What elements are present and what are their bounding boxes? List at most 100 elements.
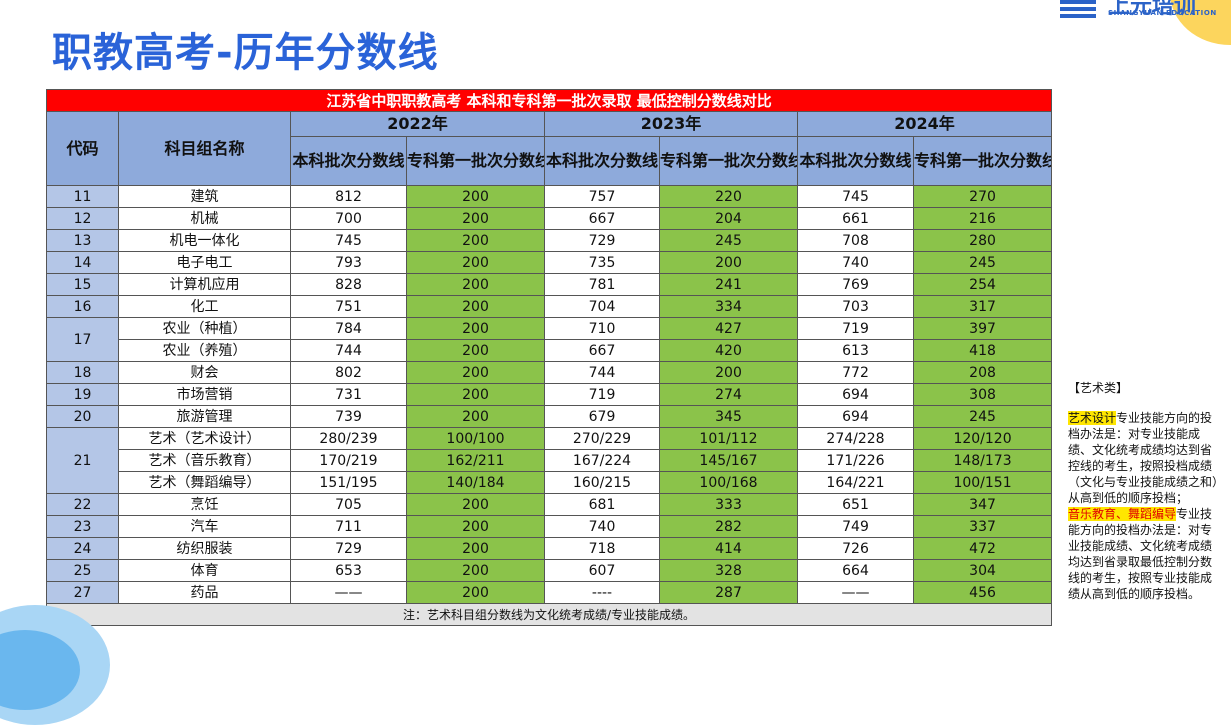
benke-score-cell: 661	[797, 207, 914, 230]
zhuanke-score-cell: 280	[912, 229, 1053, 252]
subheader-benke: 本科批次分数线	[544, 136, 660, 186]
row-subject-name: 电子电工	[118, 251, 291, 274]
subheader-zhuanke: 专科第一批次分数线	[659, 136, 798, 186]
zhuanke-score-cell: 317	[912, 295, 1053, 318]
logo-icon	[1060, 0, 1096, 18]
table-row: 艺术（舞蹈编导） 151/195 140/184 160/215 100/168 164/…	[47, 471, 1053, 494]
benke-score-cell: 735	[544, 251, 660, 274]
art-note-heading: 【艺术类】	[1068, 381, 1129, 395]
zhuanke-score-cell: 200	[659, 361, 798, 384]
benke-score-cell: 681	[544, 493, 660, 516]
row-subject-name: 烹饪	[118, 493, 291, 516]
row-subject-name: 艺术（舞蹈编导）	[118, 471, 291, 494]
benke-score-cell: 280/239	[290, 427, 407, 450]
page-title: 职教高考-历年分数线	[52, 30, 439, 76]
benke-score-cell: 769	[797, 273, 914, 296]
zhuanke-score-cell: 200	[406, 405, 545, 428]
zhuanke-score-cell: 200	[406, 383, 545, 406]
benke-score-cell: 729	[290, 537, 407, 560]
row-subject-name: 财会	[118, 361, 291, 384]
row-subject-name: 机电一体化	[118, 229, 291, 252]
row-subject-name: 药品	[118, 581, 291, 604]
header-code: 代码	[46, 111, 119, 186]
benke-score-cell: 679	[544, 405, 660, 428]
table-row: 16 化工 751 200 704 334 703 317	[46, 295, 1053, 318]
zhuanke-score-cell: 100/100	[406, 427, 545, 450]
zhuanke-score-cell: 200	[406, 229, 545, 252]
benke-score-cell: 784	[290, 317, 407, 340]
row-code: 19	[46, 383, 119, 406]
zhuanke-score-cell: 200	[406, 251, 545, 274]
zhuanke-score-cell: 304	[912, 559, 1053, 582]
table-row: 22 烹饪 705 200 681 333 651 347	[46, 493, 1053, 516]
subheader-zhuanke: 专科第一批次分数线	[912, 136, 1053, 186]
art-note: 【艺术类】 艺术设计专业技能方向的投档办法是：对专业技能成绩、文化统考成绩均达到…	[1068, 380, 1218, 602]
zhuanke-score-cell: 200	[406, 581, 545, 604]
zhuanke-score-cell: 334	[659, 295, 798, 318]
benke-score-cell: 751	[290, 295, 407, 318]
row-code: 27	[46, 581, 119, 604]
logo-subtitle: SHANGYUAN EDUCATION	[1108, 9, 1217, 17]
benke-score-cell: 812	[290, 185, 407, 208]
row-code: 11	[46, 185, 119, 208]
row-subject-name: 农业（种植）	[118, 317, 291, 340]
art-note-body: 艺术设计专业技能方向的投档办法是：对专业技能成绩、文化统考成绩均达到省控线的考生…	[1068, 410, 1218, 602]
benke-score-cell: 708	[797, 229, 914, 252]
zhuanke-score-cell: 200	[406, 493, 545, 516]
zhuanke-score-cell: 397	[912, 317, 1053, 340]
table-row: 21 艺术（艺术设计） 280/239 100/100 270/229 101/112 27…	[46, 427, 1053, 494]
zhuanke-score-cell: 200	[659, 251, 798, 274]
zhuanke-score-cell: 418	[912, 339, 1053, 362]
benke-score-cell: 171/226	[797, 449, 914, 472]
benke-score-cell: ——	[797, 581, 914, 604]
benke-score-cell: 653	[290, 559, 407, 582]
row-subject-name: 旅游管理	[118, 405, 291, 428]
row-subject-name: 纺织服装	[118, 537, 291, 560]
row-subject-name: 农业（养殖）	[118, 339, 291, 362]
row-subject-name: 体育	[118, 559, 291, 582]
row-subject-name: 计算机应用	[118, 273, 291, 296]
benke-score-cell: 772	[797, 361, 914, 384]
zhuanke-score-cell: 270	[912, 185, 1053, 208]
benke-score-cell: 274/228	[797, 427, 914, 450]
benke-score-cell: 718	[544, 537, 660, 560]
benke-score-cell: 694	[797, 383, 914, 406]
benke-score-cell: 694	[797, 405, 914, 428]
header-year-2023: 2023年	[544, 111, 798, 137]
zhuanke-score-cell: 200	[406, 537, 545, 560]
zhuanke-score-cell: 200	[406, 295, 545, 318]
zhuanke-score-cell: 200	[406, 559, 545, 582]
row-subject-name: 化工	[118, 295, 291, 318]
benke-score-cell: 270/229	[544, 427, 660, 450]
zhuanke-score-cell: 200	[406, 515, 545, 538]
row-subject-name: 汽车	[118, 515, 291, 538]
row-code: 16	[46, 295, 119, 318]
benke-score-cell: 170/219	[290, 449, 407, 472]
benke-score-cell: 828	[290, 273, 407, 296]
zhuanke-score-cell: 200	[406, 185, 545, 208]
benke-score-cell: ----	[544, 581, 660, 604]
zhuanke-score-cell: 204	[659, 207, 798, 230]
benke-score-cell: 160/215	[544, 471, 660, 494]
zhuanke-score-cell: 328	[659, 559, 798, 582]
zhuanke-score-cell: 308	[912, 383, 1053, 406]
header-name: 科目组名称	[118, 111, 291, 186]
benke-score-cell: 664	[797, 559, 914, 582]
benke-score-cell: 744	[544, 361, 660, 384]
benke-score-cell: 705	[290, 493, 407, 516]
table-row: 11 建筑 812 200 757 220 745 270	[46, 185, 1053, 208]
benke-score-cell: 151/195	[290, 471, 407, 494]
table-row: 27 药品 —— 200 ---- 287 —— 456	[46, 581, 1053, 604]
table-row: 艺术（音乐教育） 170/219 162/211 167/224 145/167 171/…	[47, 449, 1053, 472]
zhuanke-score-cell: 101/112	[659, 427, 798, 450]
table-banner: 江苏省中职职教高考 本科和专科第一批次录取 最低控制分数线对比	[45, 89, 1053, 112]
benke-score-cell: 802	[290, 361, 407, 384]
benke-score-cell: 711	[290, 515, 407, 538]
table-row: 17 农业（种植） 784 200 710 427 719 397	[46, 317, 1053, 362]
table-row: 25 体育 653 200 607 328 664 304	[46, 559, 1053, 582]
row-code: 14	[46, 251, 119, 274]
zhuanke-score-cell: 148/173	[912, 449, 1053, 472]
zhuanke-score-cell: 200	[406, 207, 545, 230]
zhuanke-score-cell: 245	[912, 251, 1053, 274]
row-code: 17	[46, 317, 119, 362]
